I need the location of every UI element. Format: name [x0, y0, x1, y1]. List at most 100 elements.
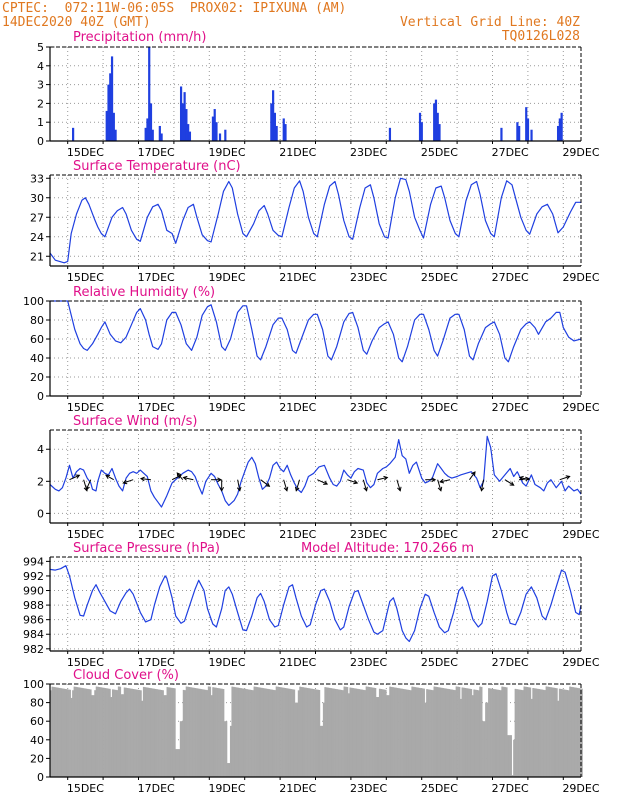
precip-bar	[270, 103, 273, 141]
cloud-bar	[207, 686, 210, 777]
cloud-bar	[134, 689, 136, 777]
cloud-bar	[52, 686, 55, 777]
series-line	[49, 565, 582, 643]
cloud-bar	[137, 689, 139, 777]
cloud-bar	[510, 735, 512, 777]
cloud-bar	[178, 749, 181, 777]
cloud-bar	[566, 689, 569, 777]
cloud-bar	[501, 686, 504, 777]
cloud-bar	[460, 698, 462, 777]
cloud-bar	[51, 686, 54, 777]
precip-bar	[213, 109, 216, 141]
x-tick-label: 17DEC	[138, 146, 175, 159]
cloud-bar	[380, 689, 383, 777]
cloud-bar	[570, 686, 573, 777]
cloud-bar	[274, 690, 276, 777]
cloud-bar	[229, 725, 232, 777]
cloud-bar	[271, 689, 274, 777]
precip-bar	[187, 124, 190, 141]
cloud-bar	[371, 687, 374, 777]
cloud-bar	[545, 686, 548, 777]
cloud-bar	[461, 687, 464, 777]
cloud-bar	[86, 688, 89, 777]
cloud-bar	[381, 689, 384, 777]
wind-arrow-head	[479, 486, 485, 492]
wind-arrow	[317, 479, 329, 485]
cloud-bar	[240, 688, 243, 777]
x-tick-label: 21DEC	[279, 401, 316, 414]
cloud-bar	[533, 688, 536, 777]
wind-arrow-head	[323, 480, 329, 485]
x-tick-label: 15DEC	[67, 528, 104, 541]
x-tick-label: 27DEC	[492, 528, 529, 541]
header-grid-info: Vertical Grid Line: 40Z	[399, 15, 580, 30]
cloud-bar	[558, 688, 561, 777]
cloud-bar	[532, 688, 535, 777]
cloud-bar	[198, 688, 201, 777]
cloud-bar	[213, 687, 216, 777]
cloud-bar	[405, 689, 408, 777]
cloud-bar	[288, 688, 291, 777]
cloud-bar	[194, 688, 197, 777]
cloud-bar	[247, 689, 250, 777]
wind-arrow	[85, 479, 92, 491]
precip-bar	[211, 116, 215, 141]
cloud-bar	[175, 749, 178, 777]
cloud-bar	[557, 700, 560, 777]
cloud-bar	[80, 687, 83, 777]
cloud-bar	[495, 689, 498, 777]
x-tick-label: 25DEC	[421, 146, 458, 159]
y-tick-label: 1	[37, 116, 44, 129]
cloud-bar	[544, 690, 546, 777]
y-tick-label: 0	[37, 507, 44, 520]
precip-bar	[107, 84, 110, 141]
cloud-bar	[402, 688, 405, 777]
cloud-bar	[259, 687, 262, 777]
cloud-bar	[439, 687, 442, 777]
cloud-bar	[153, 688, 156, 777]
cloud-bar	[443, 688, 446, 777]
cloud-bar	[432, 690, 434, 777]
precip-bar	[149, 103, 153, 141]
cloud-bar	[578, 688, 580, 777]
cloud-bar	[57, 687, 60, 777]
y-tick-label: 33	[30, 172, 44, 185]
precip-bar	[420, 122, 423, 141]
header-station-line: CPTEC: 072:11W-06:05S PROX02: IPIXUNA (A…	[2, 1, 347, 16]
cloud-bar	[343, 686, 346, 777]
cloud-bar	[342, 690, 344, 777]
cloud-bar	[471, 695, 474, 777]
cloud-bar	[398, 688, 400, 777]
x-tick-label: 23DEC	[350, 401, 387, 414]
cloud-bar	[306, 687, 309, 777]
cloud-bar	[94, 690, 97, 777]
cloud-bar	[76, 687, 79, 777]
precip-bar	[282, 118, 285, 141]
precip-bar	[114, 129, 117, 141]
cloud-bar	[421, 688, 424, 777]
cloud-bar	[499, 690, 502, 777]
cloud-bar	[190, 687, 192, 777]
cloud-bar	[547, 686, 549, 777]
cloud-bar	[204, 689, 207, 777]
cloud-bar	[442, 688, 445, 777]
cloud-bar	[464, 687, 467, 777]
precip-bar	[418, 112, 422, 141]
x-tick-label: 27DEC	[492, 656, 529, 669]
cloud-bar	[139, 690, 142, 777]
cloud-bar	[486, 702, 489, 777]
cloud-bar	[473, 689, 476, 777]
cloud-bar	[334, 688, 337, 777]
cloud-bar	[308, 688, 310, 777]
wind-arrow	[105, 474, 114, 481]
wind-arrow	[219, 479, 225, 492]
wind-arrow-shaft	[519, 477, 530, 481]
cloud-bar	[491, 688, 493, 777]
cloud-bar	[561, 689, 564, 777]
cloud-bar	[296, 702, 299, 777]
cloud-bar	[100, 687, 102, 777]
y-tick-label: 30	[30, 192, 44, 205]
cloud-bar	[210, 695, 213, 777]
cloud-bar	[243, 688, 245, 777]
series-line	[49, 435, 582, 508]
